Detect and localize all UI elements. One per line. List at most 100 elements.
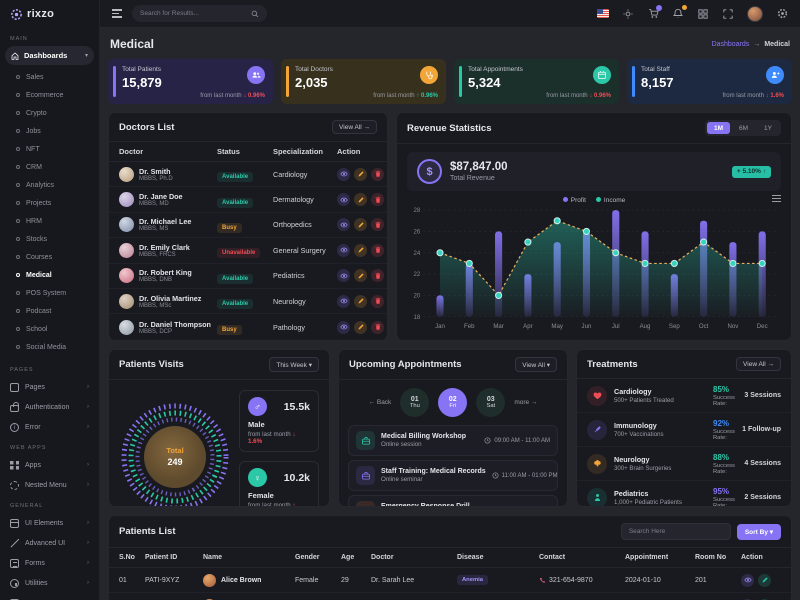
sidebar-item-projects[interactable]: Projects [0,194,99,212]
delete-button[interactable] [371,320,384,334]
svg-text:Jul: Jul [612,323,620,330]
breadcrumb: Dashboards → Medical [712,41,790,48]
svg-text:Feb: Feb [464,323,475,330]
brand-logo[interactable]: rixzo [0,0,99,28]
theme-toggle-icon[interactable] [622,8,634,20]
view-button[interactable] [337,218,350,232]
sidebar-item-school[interactable]: School [0,320,99,338]
svg-text:Dec: Dec [757,323,768,330]
day-thu[interactable]: 01 Thu [400,388,430,417]
sidebar-item-apps[interactable]: Apps › [0,455,99,475]
sidebar-item-courses[interactable]: Courses [0,248,99,266]
stat-total-doctors: Total Doctors 2,035 from last month ↑ 0.… [281,59,446,104]
widget-icon [10,598,19,600]
back-button[interactable]: ← Back [368,399,392,406]
doctor-row: Dr. Michael Lee MBBS, MS Busy Orthopedics [109,213,387,239]
delete-button[interactable] [371,167,384,181]
edit-button[interactable] [354,243,367,257]
appointment-item[interactable]: Staff Training: Medical Records Online se… [348,460,558,491]
revenue-delta-badge: + 5.10% ↑ [731,165,771,178]
sidebar-item-nested-menu[interactable]: Nested Menu › [0,475,99,495]
settings-gear-icon[interactable] [776,8,788,20]
delete-button[interactable] [371,193,384,207]
sidebar-item-pages[interactable]: Pages › [0,377,99,397]
appointments-view-all-button[interactable]: View All ▾ [515,357,557,372]
apps-grid-icon[interactable] [697,8,709,20]
edit-button[interactable] [354,167,367,181]
svg-text:Jun: Jun [582,323,592,330]
edit-button[interactable] [354,294,367,308]
edit-button[interactable] [354,269,367,283]
sidebar-item-medical[interactable]: Medical [0,266,99,284]
sidebar-item-error[interactable]: i Error › [0,417,99,437]
period-dropdown[interactable]: This Week ▾ [269,357,319,372]
sidebar-item-social-media[interactable]: Social Media [0,338,99,356]
staff-icon [766,66,784,84]
view-button[interactable] [741,598,754,600]
sidebar-item-authentication[interactable]: Authentication › [0,397,99,417]
view-button[interactable] [337,167,350,181]
chart-menu-icon[interactable] [772,195,781,202]
sidebar-item-nft[interactable]: NFT [0,140,99,158]
female-icon: ♀ [248,468,267,487]
delete-button[interactable] [371,269,384,283]
sidebar-item-utilities[interactable]: Utilities › [0,573,99,593]
edit-button[interactable] [354,320,367,334]
delete-button[interactable] [371,218,384,232]
sidebar-item-stocks[interactable]: Stocks [0,230,99,248]
gear-icon [10,480,19,490]
tab-1m[interactable]: 1M [706,122,731,134]
edit-button[interactable] [354,193,367,207]
sidebar-item-podcast[interactable]: Podcast [0,302,99,320]
sidebar-item-analytics[interactable]: Analytics [0,176,99,194]
treatment-icon [587,487,607,506]
sort-by-button[interactable]: Sort By ▾ [736,523,781,540]
tab-1y[interactable]: 1Y [764,124,772,132]
search-input[interactable] [140,10,245,17]
view-button[interactable] [337,269,350,283]
more-button[interactable]: more → [514,399,538,406]
sidebar-item-ui-elements[interactable]: UI Elements › [0,513,99,533]
user-avatar[interactable] [747,5,763,22]
sidebar-item-sales[interactable]: Sales [0,68,99,86]
delete-button[interactable] [371,294,384,308]
sidebar-item-pos-system[interactable]: POS System [0,284,99,302]
view-button[interactable] [337,320,350,334]
treatments-view-all-button[interactable]: View All → [736,357,781,371]
view-button[interactable] [337,193,350,207]
view-button[interactable] [741,573,754,587]
cart-icon[interactable] [647,4,662,20]
appointment-item[interactable]: Medical Billing Workshop Online session 0… [348,425,558,456]
view-button[interactable] [337,294,350,308]
day-sat[interactable]: 03 Sat [476,388,506,417]
fullscreen-icon[interactable] [722,8,734,20]
treatments-card: Treatments View All → Cardiology 500+ Pat… [576,349,792,507]
edit-button[interactable] [758,598,771,600]
edit-button[interactable] [354,218,367,232]
day-fri-active[interactable]: 02 Fri [438,388,468,417]
sidebar-item-hrm[interactable]: HRM [0,212,99,230]
edit-button[interactable] [758,573,771,587]
event-icon [356,501,375,506]
view-button[interactable] [337,243,350,257]
sidebar-item-widgets[interactable]: Widgets› [0,593,99,600]
sidebar-item-crypto[interactable]: Crypto [0,104,99,122]
sidebar-toggle-icon[interactable] [112,9,122,18]
sidebar-item-dashboards[interactable]: Dashboards ▾ [5,46,94,65]
notifications-bell-icon[interactable] [672,4,687,20]
doctors-view-all-button[interactable]: View All → [332,120,377,134]
global-search[interactable] [132,5,267,22]
language-flag-icon[interactable] [597,8,609,20]
breadcrumb-dashboards[interactable]: Dashboards [711,40,750,48]
sidebar-item-advanced-ui[interactable]: Advanced UI › [0,533,99,553]
sidebar-item-jobs[interactable]: Jobs [0,122,99,140]
sidebar-item-crm[interactable]: CRM [0,158,99,176]
treatment-icon [587,385,607,406]
appointment-item[interactable]: Emergency Response DrillSimulation exerc… [348,495,558,506]
revenue-summary: $ $87,847.00 Total Revenue + 5.10% ↑ [407,152,781,191]
tab-6m[interactable]: 6M [739,124,749,132]
sidebar-item-ecommerce[interactable]: Ecommerce [0,86,99,104]
patients-search-input[interactable] [620,523,731,540]
delete-button[interactable] [371,243,384,257]
sidebar-item-forms[interactable]: Forms › [0,553,99,573]
